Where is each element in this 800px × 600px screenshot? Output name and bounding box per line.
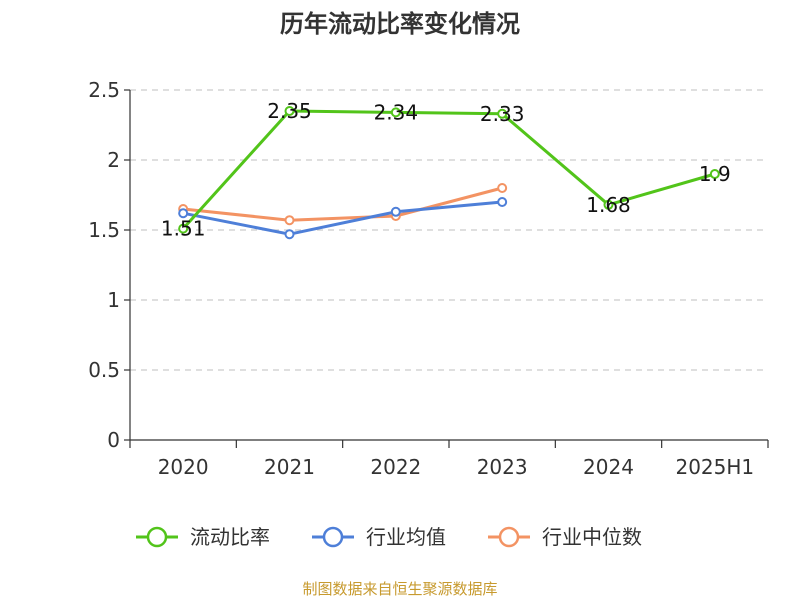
data-point xyxy=(284,229,295,240)
data-point xyxy=(284,215,295,226)
y-tick-label: 2 xyxy=(107,148,120,172)
data-point xyxy=(390,107,401,118)
legend-marker xyxy=(322,526,344,548)
legend-item[interactable]: 行业均值 xyxy=(312,525,446,549)
y-tick-label: 1 xyxy=(107,288,120,312)
data-point xyxy=(603,199,614,210)
series-layer xyxy=(178,106,720,240)
legend-item[interactable]: 行业中位数 xyxy=(488,525,642,549)
y-tick-label: 0 xyxy=(107,428,120,452)
data-point xyxy=(497,183,508,193)
data-labels: 1.51 2.35 2.34 2.33 1.68 1.9 xyxy=(161,99,731,241)
data-label: 2.35 xyxy=(267,99,312,123)
data-point xyxy=(497,108,508,119)
series-line xyxy=(181,109,717,231)
data-point xyxy=(284,106,295,116)
data-label: 2.34 xyxy=(374,100,419,124)
legend-marker xyxy=(498,526,520,548)
source-note: 制图数据来自恒生聚源数据库 xyxy=(302,580,497,598)
data-point xyxy=(497,197,508,207)
series-line xyxy=(181,186,504,222)
chart-title: 历年流动比率变化情况 xyxy=(280,10,520,38)
x-tick-label: 2021 xyxy=(264,455,315,479)
x-tick-label: 2025H1 xyxy=(675,455,754,479)
legend-item[interactable]: 流动比率 xyxy=(136,525,270,549)
x-tick-label: 2023 xyxy=(477,455,528,479)
legend-label: 流动比率 xyxy=(190,525,270,549)
x-tick-label: 2024 xyxy=(583,455,634,479)
legend-marker xyxy=(146,526,168,548)
legend-label: 行业中位数 xyxy=(542,525,642,549)
data-point xyxy=(178,208,189,219)
y-tick-label: 0.5 xyxy=(88,358,120,382)
legend-label: 行业均值 xyxy=(366,525,446,549)
axes: 0 0.5 1 1.5 2 2.5 2020 2021 2022 2023 2024 2025H1 xyxy=(88,78,769,479)
data-point xyxy=(178,223,189,234)
x-tick-label: 2022 xyxy=(370,455,421,479)
series-line xyxy=(181,200,504,236)
data-label: 2.33 xyxy=(480,102,525,126)
data-point xyxy=(390,206,401,217)
legend[interactable]: 流动比率 行业均值 行业中位数 xyxy=(136,525,642,549)
y-tick-label: 1.5 xyxy=(88,218,120,242)
data-label: 1.68 xyxy=(586,193,631,217)
grid-lines xyxy=(130,89,768,371)
y-tick-label: 2.5 xyxy=(88,78,120,102)
data-label: 1.9 xyxy=(699,162,731,186)
x-tick-label: 2020 xyxy=(158,455,209,479)
data-label: 1.51 xyxy=(161,217,206,241)
data-point xyxy=(709,169,720,179)
